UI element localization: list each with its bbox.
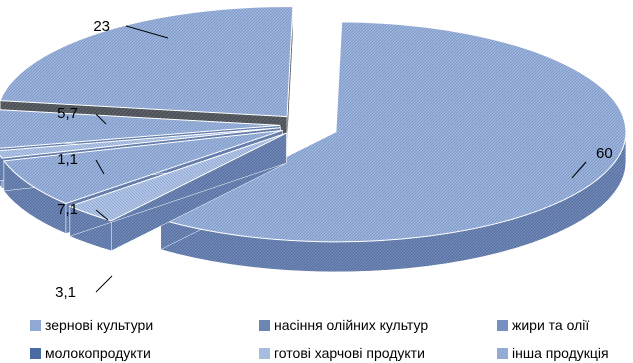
data-label: 23 [93, 18, 110, 35]
legend-item-oilseeds: насіння олійних культур [259, 317, 428, 333]
legend-swatch-icon [30, 320, 41, 331]
data-label: 3,1 [55, 284, 76, 301]
legend-label: готові харчові продукти [274, 345, 425, 361]
legend-label: зернові культури [45, 317, 153, 333]
leader-line [96, 276, 112, 292]
legend-swatch-icon [497, 348, 508, 359]
legend-swatch-icon [497, 320, 508, 331]
pie-chart: 60 3,1 7,1 1,1 5,7 23 [0, 0, 633, 305]
legend-label: інша продукція [512, 345, 609, 361]
data-label: 5,7 [57, 105, 78, 122]
data-label: 1,1 [57, 151, 78, 168]
legend-label: молокопродукти [45, 345, 151, 361]
legend-swatch-icon [30, 348, 41, 359]
legend-item-dairy: молокопродукти [30, 345, 151, 361]
legend-item-grain: зернові культури [30, 317, 153, 333]
pie-slice [0, 7, 293, 117]
chart-legend: зернові культури насіння олійних культур… [0, 308, 633, 363]
legend-label: жири та олії [512, 317, 589, 333]
legend-item-other: інша продукція [497, 345, 609, 361]
data-label: 60 [596, 145, 613, 162]
legend-swatch-icon [259, 348, 270, 359]
legend-item-ready-food: готові харчові продукти [259, 345, 425, 361]
data-label: 7,1 [57, 201, 78, 218]
legend-swatch-icon [259, 320, 270, 331]
legend-label: насіння олійних культур [274, 317, 428, 333]
legend-item-fats: жири та олії [497, 317, 589, 333]
